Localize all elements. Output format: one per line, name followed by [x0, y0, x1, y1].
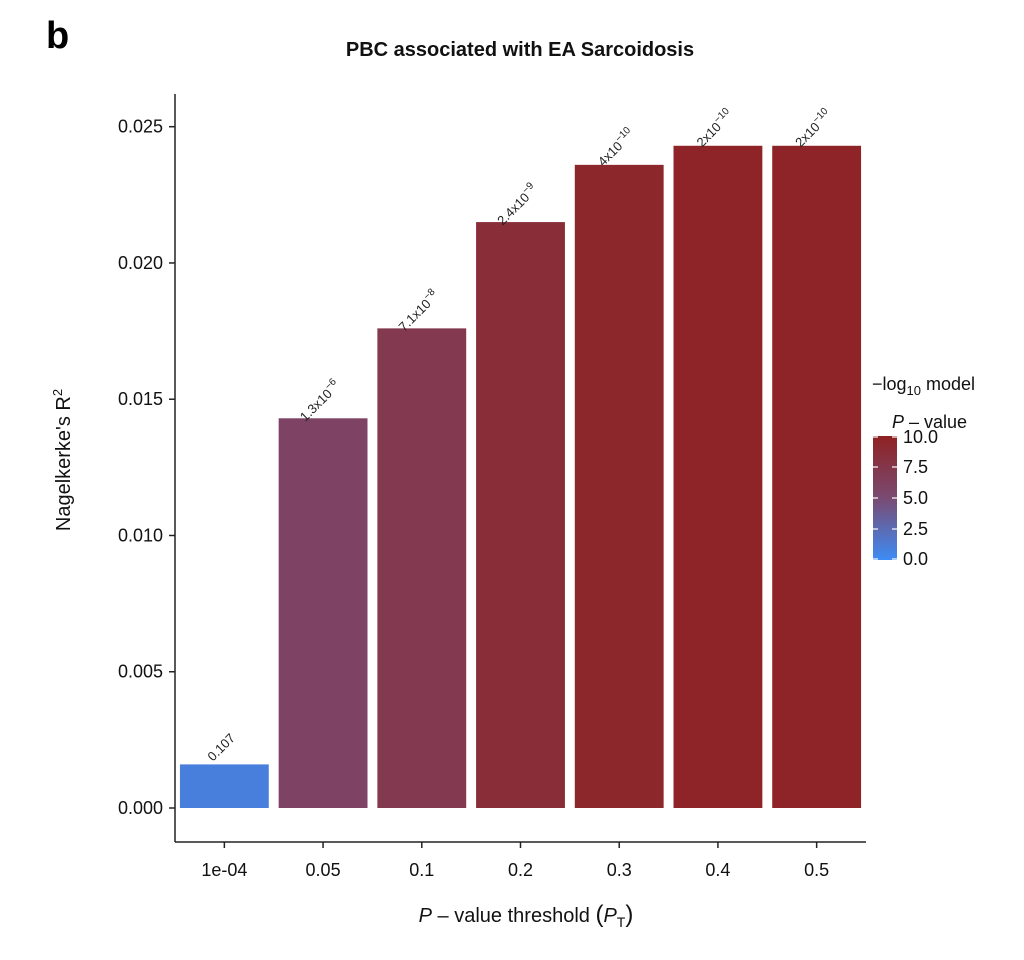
y-axis-title: Nagelkerke's R2 — [50, 389, 75, 531]
x-tick-label: 0.1 — [409, 860, 434, 880]
bar-0.4 — [673, 145, 763, 808]
y-tick-label: 0.005 — [118, 662, 163, 682]
y-axis-title-base: Nagelkerke's R — [53, 396, 75, 531]
bar-value-label: 2x10−10 — [791, 106, 835, 150]
legend-tick-label: 5.0 — [903, 488, 928, 508]
legend-title-line2: P – value — [892, 412, 967, 432]
bar-0.05 — [278, 418, 368, 808]
bar-value-label: 4x10−10 — [593, 125, 637, 169]
y-tick-label: 0.020 — [118, 253, 163, 273]
bar-0.5 — [772, 145, 862, 808]
panel-letter: b — [46, 15, 69, 57]
legend-title-suffix2: – value — [904, 412, 967, 432]
legend-title-line1: −log10 model — [872, 374, 975, 398]
legend-tick-label: 2.5 — [903, 519, 928, 539]
x-tick-label: 1e-04 — [201, 860, 247, 880]
x-tick-label: 0.05 — [306, 860, 341, 880]
legend-tick-label: 0.0 — [903, 549, 928, 569]
y-ticks-group: 0.000 0.005 0.010 0.015 0.020 0.025 — [118, 117, 175, 818]
bars-group — [179, 145, 862, 808]
color-legend: −log10 model P – value 0.0 2.5 5.0 7.5 10.0 — [872, 374, 975, 569]
bar-value-label: 2x10−10 — [692, 106, 736, 150]
legend-title-suffix: model — [921, 374, 975, 394]
x-tick-label: 0.2 — [508, 860, 533, 880]
bar-value-label: 0.107 — [204, 730, 238, 764]
legend-title-sym: P — [892, 412, 904, 432]
bar-0.1 — [377, 328, 467, 808]
bar-0.2 — [476, 222, 565, 808]
bar-value-label: 1.3x10−6 — [295, 376, 343, 424]
y-tick-label: 0.010 — [118, 525, 163, 545]
chart-title: PBC associated with EA Sarcoidosis — [346, 39, 694, 61]
x-axis-title-prefix: P — [419, 905, 433, 927]
legend-title-prefix: −log — [872, 374, 907, 394]
x-axis-title: P – value threshold (PT) — [419, 901, 634, 930]
legend-ticks-group: 0.0 2.5 5.0 7.5 10.0 — [873, 427, 938, 569]
legend-tick-label: 10.0 — [903, 427, 938, 447]
x-axis-title-sym: P — [603, 905, 617, 927]
legend-tick-label: 7.5 — [903, 457, 928, 477]
bar-1e-04 — [179, 764, 269, 808]
x-axis-title-middle: – value threshold — [432, 905, 595, 927]
bar-0.3 — [574, 164, 664, 808]
legend-title-sub: 10 — [907, 383, 921, 398]
y-axis-title-sup: 2 — [50, 389, 65, 396]
x-tick-label: 0.3 — [607, 860, 632, 880]
x-tick-label: 0.5 — [804, 860, 829, 880]
bar-value-label: 2.4x10−9 — [493, 180, 541, 228]
x-tick-label: 0.4 — [705, 860, 730, 880]
bar-value-label: 7.1x10−8 — [394, 286, 442, 334]
y-tick-label: 0.015 — [118, 389, 163, 409]
y-tick-label: 0.000 — [118, 798, 163, 818]
y-tick-label: 0.025 — [118, 117, 163, 137]
x-ticks-group: 1e-04 0.05 0.1 0.2 0.3 0.4 0.5 — [201, 842, 829, 880]
x-axis-title-sub: T — [617, 914, 626, 930]
